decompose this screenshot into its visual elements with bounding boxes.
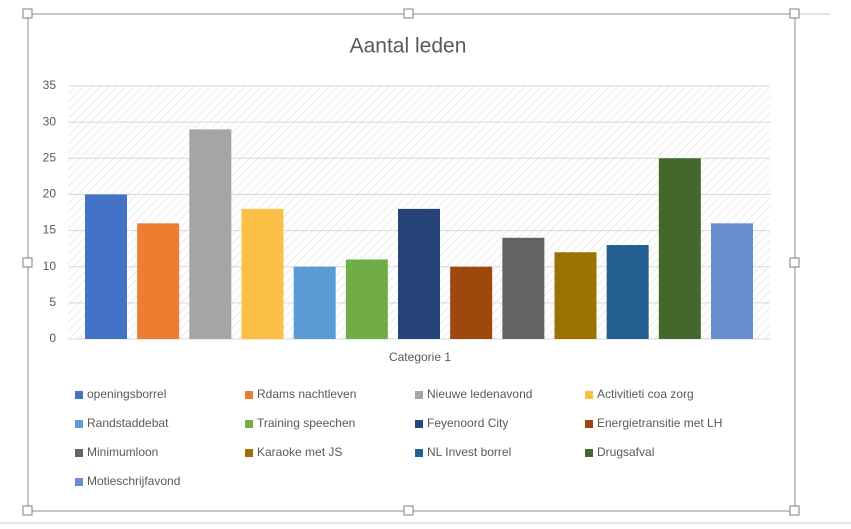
bar — [398, 208, 440, 339]
y-tick-label: 35 — [43, 78, 57, 92]
y-tick-label: 30 — [43, 114, 57, 128]
legend-swatch — [415, 391, 423, 399]
handle[interactable] — [22, 257, 33, 268]
legend-label: Minimumloon — [87, 445, 158, 459]
legend-swatch — [245, 420, 253, 428]
legend-swatch — [585, 391, 593, 399]
legend-swatch — [75, 449, 83, 457]
y-tick-label: 25 — [43, 150, 57, 164]
legend-swatch — [415, 420, 423, 428]
chart-title: Aantal leden — [350, 35, 467, 58]
legend-label: Drugsafval — [597, 445, 654, 459]
legend-swatch — [585, 449, 593, 457]
legend-swatch — [415, 449, 423, 457]
legend-label: Nieuwe ledenavond — [427, 387, 532, 401]
legend-label: Motieschrijfavond — [87, 474, 180, 488]
y-tick-label: 20 — [43, 187, 57, 201]
bar — [189, 129, 232, 339]
bar — [137, 223, 180, 339]
legend-label: NL Invest borrel — [427, 445, 511, 459]
bar — [658, 158, 701, 339]
bar — [554, 252, 597, 339]
bar — [450, 266, 493, 339]
y-tick-label: 15 — [43, 223, 57, 237]
legend-swatch — [75, 420, 83, 428]
bar — [345, 259, 388, 339]
handle[interactable] — [22, 505, 33, 516]
handle[interactable] — [789, 257, 800, 268]
bar — [241, 208, 284, 339]
handle[interactable] — [22, 8, 33, 19]
legend-swatch — [75, 391, 83, 399]
legend-label: Karaoke met JS — [257, 445, 342, 459]
bar — [606, 245, 649, 339]
handle[interactable] — [403, 505, 414, 516]
bar — [293, 266, 336, 339]
y-tick-label: 5 — [49, 295, 56, 309]
legend-swatch — [245, 449, 253, 457]
x-tick-label: Categorie 1 — [389, 350, 451, 364]
bar — [711, 223, 753, 339]
legend-swatch — [585, 420, 593, 428]
y-tick-label: 0 — [49, 331, 56, 345]
legend-label: Rdams nachtleven — [257, 387, 356, 401]
legend-swatch — [245, 391, 253, 399]
selection-handles — [22, 8, 800, 516]
legend-label: openingsborrel — [87, 387, 166, 401]
legend-label: Training speechen — [257, 416, 355, 430]
legend-label: Feyenoord City — [427, 416, 508, 430]
bar — [85, 194, 127, 339]
legend-swatch — [75, 478, 83, 486]
legend-label: Activitieti coa zorg — [597, 387, 694, 401]
handle[interactable] — [789, 8, 800, 19]
bar — [502, 237, 545, 339]
legend-label: Energietransitie met LH — [597, 416, 722, 430]
handle[interactable] — [403, 8, 414, 19]
y-tick-label: 10 — [43, 259, 57, 273]
handle[interactable] — [789, 505, 800, 516]
legend-label: Randstaddebat — [87, 416, 169, 430]
